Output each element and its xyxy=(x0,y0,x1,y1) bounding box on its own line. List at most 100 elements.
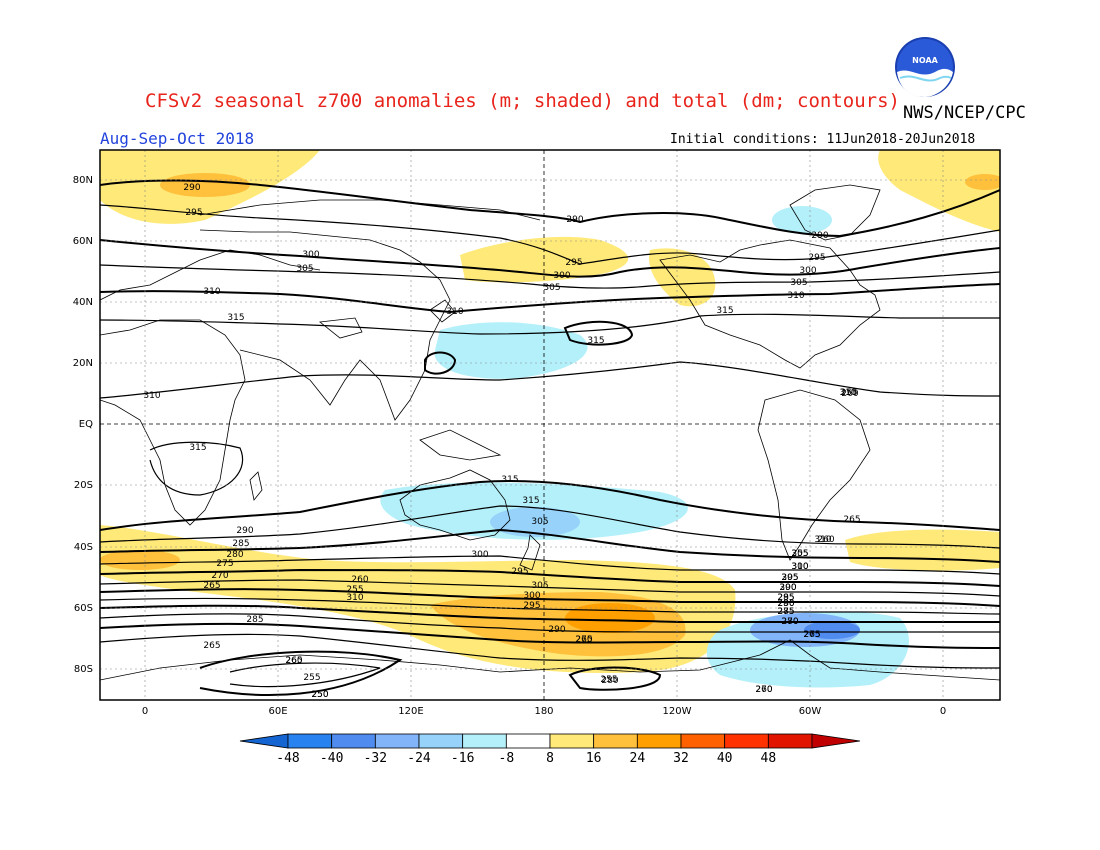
colorbar-label: -8 xyxy=(499,751,515,766)
contour-255-south xyxy=(100,633,1000,669)
positive-anomaly-arctic-east xyxy=(878,150,1000,232)
contour-label: 290 xyxy=(779,583,796,593)
contour-290-south xyxy=(100,568,1000,587)
contour-label: 300 xyxy=(302,250,319,260)
contour-305-north xyxy=(100,264,1000,289)
contour-label: 310 xyxy=(791,562,808,572)
contour-label: 310 xyxy=(446,307,463,317)
contour-label: 310 xyxy=(839,388,856,398)
contour-label: 250 xyxy=(311,690,328,700)
contour-label: 305 xyxy=(531,517,548,527)
contour-label: 280 xyxy=(226,550,243,560)
contour-label: 275 xyxy=(216,559,233,569)
colorbar-segment xyxy=(549,733,595,749)
contour-label: 265 xyxy=(843,515,860,525)
positive-anomaly-core-arctic xyxy=(160,173,250,197)
contour-label: 260 xyxy=(841,389,858,399)
season-label: Aug-Sep-Oct 2018 xyxy=(100,129,255,148)
contour-label: 255 xyxy=(346,585,363,595)
contour-label: 310 xyxy=(787,291,804,301)
colorbar-label: -40 xyxy=(320,751,343,766)
contour-295-north xyxy=(100,204,1000,265)
lat-label: 60S xyxy=(74,603,93,614)
contour-280-south xyxy=(100,588,1000,607)
contour-260-low xyxy=(199,650,403,696)
contour-label: 295 xyxy=(808,253,825,263)
contour-label: 255 xyxy=(303,673,320,683)
equator-and-dateline xyxy=(100,150,1000,700)
contour-315-tropics xyxy=(100,361,1000,399)
contour-305-south xyxy=(100,505,1000,549)
contour-label: 315 xyxy=(227,313,244,323)
colorbar-label: -16 xyxy=(451,751,474,766)
colorbar-label: 32 xyxy=(673,751,689,766)
contour-label: 315 xyxy=(501,475,518,485)
contour-label: 260 xyxy=(351,575,368,585)
contour-label: 300 xyxy=(799,266,816,276)
longitude-labels: 0 60E 120E 180 120W 60W 0 xyxy=(142,706,946,717)
contour-label: 315 xyxy=(522,496,539,506)
contour-label: 255 xyxy=(840,388,857,398)
colorbar-segment xyxy=(505,733,551,749)
contour-250-south xyxy=(568,666,662,691)
contour-label: 280 xyxy=(601,676,618,686)
contour-label: 305 xyxy=(791,549,808,559)
colorbar-segment xyxy=(418,733,464,749)
contour-label: 290 xyxy=(566,215,583,225)
colorbar-label: -32 xyxy=(364,751,387,766)
contour-label: 305 xyxy=(781,573,798,583)
coast-madagascar xyxy=(249,471,263,501)
lat-label: EQ xyxy=(79,419,93,430)
contour-275-south xyxy=(100,597,1000,615)
contour-310-south xyxy=(100,480,1000,531)
contour-label: 295 xyxy=(777,593,794,603)
colorbar-segment xyxy=(462,733,507,749)
contour-285-south xyxy=(100,579,1000,597)
contour-label: 295 xyxy=(511,567,528,577)
contour-labels: 2902953003053103152902953003053103152902… xyxy=(143,183,860,700)
contour-295-south xyxy=(100,555,1000,575)
contour-label: 305 xyxy=(543,283,560,293)
coast-asia xyxy=(199,229,451,421)
negative-anomaly-core-south xyxy=(490,507,580,537)
contour-label: 295 xyxy=(781,573,798,583)
positive-anomaly-core-arctic-east xyxy=(965,174,1000,190)
colorbar-segment xyxy=(331,733,376,749)
contour-label: 250 xyxy=(311,690,328,700)
colorbar-label: -48 xyxy=(276,751,299,766)
contour-label: 290 xyxy=(236,526,253,536)
negative-anomaly-peak-peninsula xyxy=(804,621,860,639)
colorbar-label: 48 xyxy=(761,751,777,766)
lat-label: 60N xyxy=(73,236,93,247)
contour-label: 275 xyxy=(575,635,592,645)
lat-label: 80S xyxy=(74,664,93,675)
colorbar-label: 8 xyxy=(546,751,554,766)
chart-title: CFSv2 seasonal z700 anomalies (m; shaded… xyxy=(145,90,900,112)
colorbar-segment xyxy=(767,733,813,749)
contour-label: 300 xyxy=(523,591,540,601)
negative-anomaly-greenland xyxy=(772,206,832,234)
contour-label: 285 xyxy=(232,539,249,549)
colorbar-segment xyxy=(593,733,638,749)
contour-label: 310 xyxy=(346,593,363,603)
contour-label: 285 xyxy=(777,593,794,603)
colorbar-label: 40 xyxy=(717,751,733,766)
contour-label: 290 xyxy=(183,183,200,193)
coast-new-zealand xyxy=(519,534,541,571)
contour-label: 295 xyxy=(185,208,202,218)
contour-265-south xyxy=(100,613,1000,633)
colorbar-segment xyxy=(724,733,769,749)
latitude-labels: 80N 60N 40N 20N EQ 20S 40S 60S 80S xyxy=(73,175,93,675)
coast-caspian xyxy=(318,317,363,339)
contour-label: 280 xyxy=(777,599,794,609)
contour-265-low xyxy=(229,662,381,688)
colorbar-segment xyxy=(811,733,861,749)
positive-anomaly-core-southwest xyxy=(100,550,180,570)
lon-label: 0 xyxy=(940,706,946,717)
colorbar-segment xyxy=(636,733,682,749)
coast-europe xyxy=(100,249,321,301)
contour-label: 300 xyxy=(471,550,488,560)
colorbar-segment xyxy=(239,733,289,749)
contour-315-south-africa xyxy=(149,441,244,496)
